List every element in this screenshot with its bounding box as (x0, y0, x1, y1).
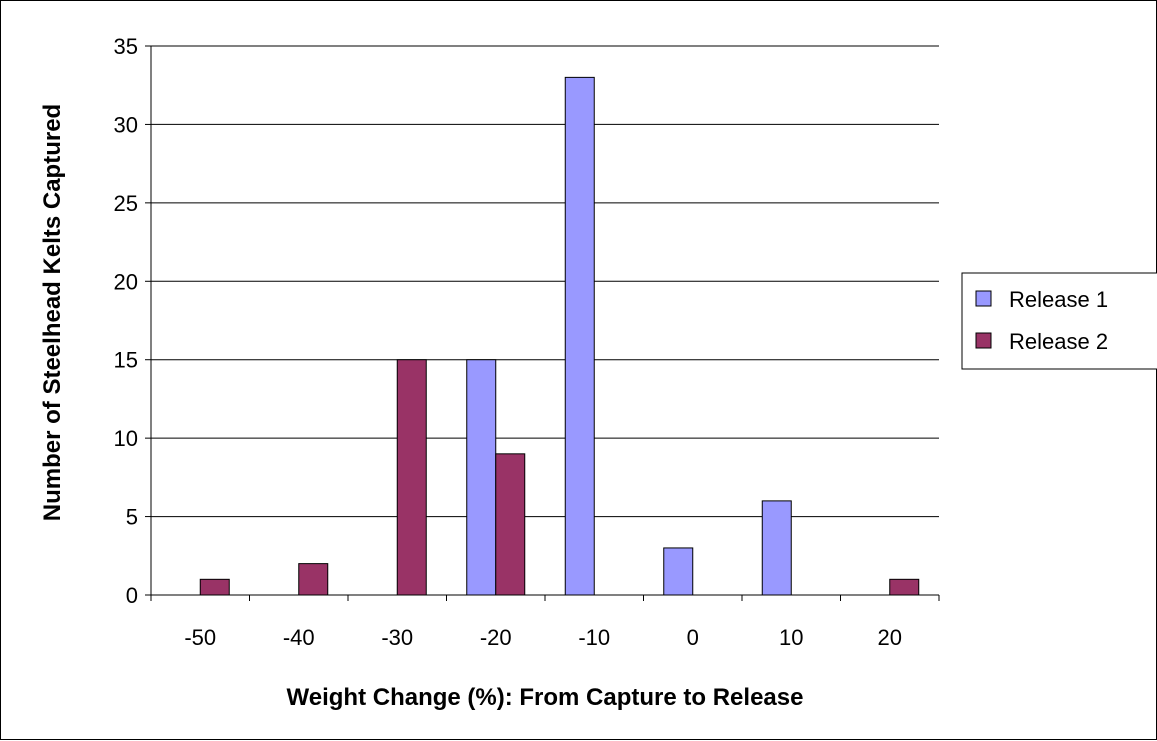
y-tick-label: 20 (114, 269, 138, 294)
y-axis-title: Number of Steelhead Kelts Captured (39, 104, 66, 521)
bar-release-2--30 (396, 359, 427, 596)
bars (199, 76, 920, 596)
bar-release-2--40 (298, 563, 329, 596)
x-tick-label: -40 (283, 625, 315, 650)
legend: Release 1 Release 2 (961, 272, 1157, 370)
bar-release-1-10 (761, 500, 792, 596)
x-tick-label: 20 (878, 625, 902, 650)
y-tick-label: 15 (114, 348, 138, 373)
y-tick-label: 25 (114, 191, 138, 216)
legend-label-release-2: Release 2 (1009, 329, 1108, 354)
y-tick-label: 0 (126, 583, 138, 608)
x-tick-label: -20 (480, 625, 512, 650)
legend-box (961, 272, 1157, 370)
y-tick-label: 30 (114, 112, 138, 137)
y-tick-label: 35 (114, 34, 138, 59)
x-axis-title: Weight Change (%): From Capture to Relea… (287, 684, 804, 711)
axes (145, 45, 940, 601)
legend-swatch-release-1 (975, 290, 992, 307)
bar-release-2--50 (199, 578, 230, 596)
x-tick-label: -10 (578, 625, 610, 650)
bar-release-1-0 (663, 547, 694, 596)
y-tick-label: 5 (126, 505, 138, 530)
x-tick-label: 10 (779, 625, 803, 650)
x-tick-label: 0 (687, 625, 699, 650)
legend-label-release-1: Release 1 (1009, 287, 1108, 312)
bar-release-1--20 (466, 359, 497, 596)
x-tick-label: -30 (381, 625, 413, 650)
bar-release-1--10 (564, 76, 595, 596)
x-tick-labels: -50 -40 -30 -20 -10 0 10 20 (184, 625, 902, 650)
bar-release-2-20 (889, 578, 920, 596)
y-tick-label: 10 (114, 426, 138, 451)
x-tick-label: -50 (184, 625, 216, 650)
grid-lines (151, 45, 939, 518)
legend-swatch-release-2 (975, 332, 992, 349)
bar-release-2--20 (495, 453, 526, 596)
y-tick-labels: 0 5 10 15 20 25 30 35 (114, 34, 138, 608)
